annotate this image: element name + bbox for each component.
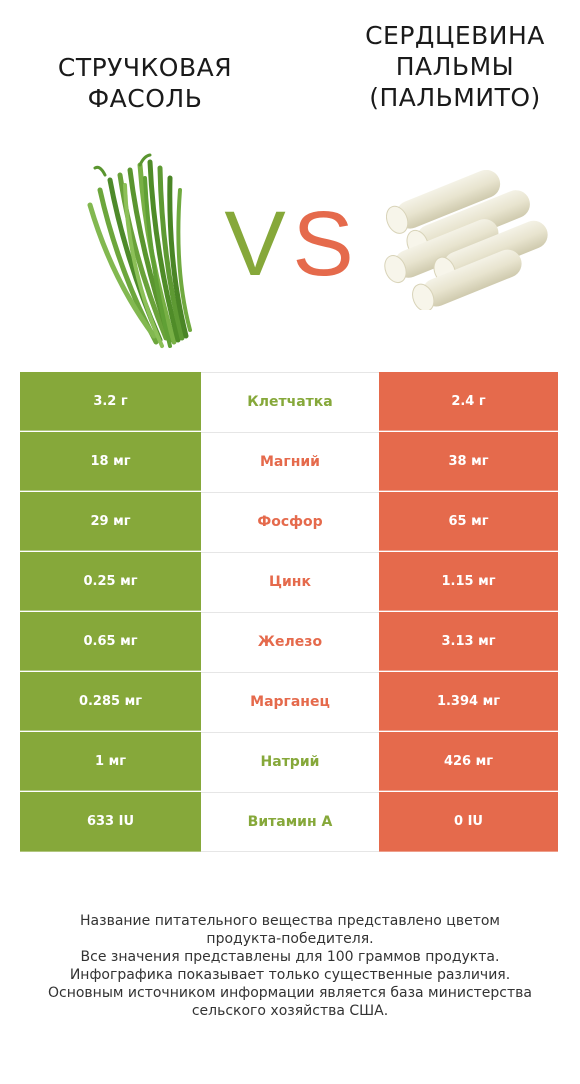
right-value: 38 мг: [379, 432, 558, 491]
footer-line: Все значения представлены для 100 граммо…: [80, 949, 500, 965]
nutrient-name: Цинк: [201, 552, 379, 611]
left-value: 3.2 г: [20, 372, 201, 431]
left-value: 633 IU: [20, 792, 201, 852]
table-row: 0.25 мг Цинк 1.15 мг: [20, 552, 558, 612]
left-value: 0.65 мг: [20, 612, 201, 671]
right-product-title: СЕРДЦЕВИНА ПАЛЬМЫ (ПАЛЬМИТО): [330, 20, 580, 113]
footer-line: Инфографика показывает только существенн…: [69, 967, 511, 983]
green-beans-image: [87, 153, 192, 348]
right-value: 1.394 мг: [379, 672, 558, 731]
table-row: 0.285 мг Марганец 1.394 мг: [20, 672, 558, 732]
nutrient-name: Фосфор: [201, 492, 379, 551]
left-value: 29 мг: [20, 492, 201, 551]
vs-s-letter: S: [292, 195, 353, 285]
right-value: 3.13 мг: [379, 612, 558, 671]
table-row: 1 мг Натрий 426 мг: [20, 732, 558, 792]
footer-notes: Название питательного вещества представл…: [20, 912, 560, 1020]
table-row: 29 мг Фосфор 65 мг: [20, 492, 558, 552]
left-value: 1 мг: [20, 732, 201, 791]
left-value: 18 мг: [20, 432, 201, 491]
vs-v-letter: V: [224, 195, 285, 285]
nutrient-name: Клетчатка: [201, 372, 379, 431]
footer-line: продукта-победителя.: [206, 931, 374, 947]
footer-line: сельского хозяйства США.: [191, 1003, 389, 1019]
table-row: 0.65 мг Железо 3.13 мг: [20, 612, 558, 672]
right-value: 0 IU: [379, 792, 558, 852]
footer-line: Основным источником информации является …: [48, 985, 532, 1001]
table-row: 633 IU Витамин A 0 IU: [20, 792, 558, 852]
right-value: 65 мг: [379, 492, 558, 551]
palm-hearts-image: [384, 170, 548, 310]
nutrient-name: Железо: [201, 612, 379, 671]
vs-label: V S: [224, 195, 353, 285]
right-value: 1.15 мг: [379, 552, 558, 611]
comparison-table: 3.2 г Клетчатка 2.4 г 18 мг Магний 38 мг…: [20, 372, 558, 852]
table-row: 3.2 г Клетчатка 2.4 г: [20, 372, 558, 432]
nutrient-name: Магний: [201, 432, 379, 491]
right-title-line: (ПАЛЬМИТО): [369, 83, 541, 112]
nutrient-name: Витамин A: [201, 792, 379, 852]
footer-line: Название питательного вещества представл…: [80, 913, 500, 929]
right-value: 2.4 г: [379, 372, 558, 431]
left-product-title: СТРУЧКОВАЯ ФАСОЛЬ: [20, 52, 270, 114]
right-title-line: ПАЛЬМЫ: [395, 52, 515, 81]
left-title-line: ФАСОЛЬ: [87, 84, 203, 113]
right-title-line: СЕРДЦЕВИНА: [365, 21, 545, 50]
left-value: 0.285 мг: [20, 672, 201, 731]
left-title-line: СТРУЧКОВАЯ: [57, 53, 233, 82]
nutrient-name: Марганец: [201, 672, 379, 731]
left-value: 0.25 мг: [20, 552, 201, 611]
table-row: 18 мг Магний 38 мг: [20, 432, 558, 492]
nutrient-name: Натрий: [201, 732, 379, 791]
right-value: 426 мг: [379, 732, 558, 791]
